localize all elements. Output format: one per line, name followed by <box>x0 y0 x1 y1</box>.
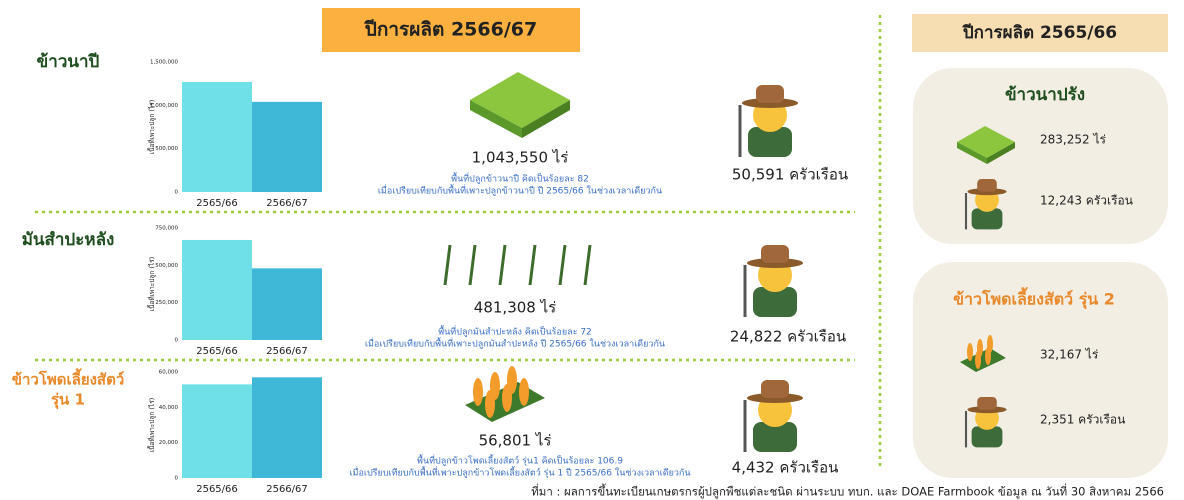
y-tick-label: 750,000 <box>155 226 178 232</box>
card-title: ข้าวนาปรัง <box>1005 85 1085 105</box>
y-axis-label: เนื้อที่เพาะปลูก (ไร่) <box>147 100 156 154</box>
y-tick-label: 0 <box>175 190 179 196</box>
y-tick-label: 1,500,000 <box>150 60 178 66</box>
area: 32,167 ไร่ <box>1040 348 1099 362</box>
y-axis-label: เนื้อที่เพาะปลูก (ไร่) <box>147 398 156 452</box>
rice-field-icon <box>957 126 1015 164</box>
rice-field-icon <box>470 72 570 138</box>
corn-icon <box>465 366 545 422</box>
bar <box>182 384 252 478</box>
farmer-icon <box>743 380 803 452</box>
bar <box>252 268 322 340</box>
note: เมื่อเปรียบเทียบกับพื้นที่เพาะปลูกมันสำป… <box>365 337 665 350</box>
households: 50,591 ครัวเรือน <box>732 166 848 184</box>
corn-icon <box>960 335 1006 372</box>
note: พื้นที่ปลูกข้าวนาปี คิดเป็นร้อยละ 82 <box>451 172 589 185</box>
bar <box>252 377 322 478</box>
header-current: ปีการผลิต 2566/67 <box>364 19 537 41</box>
bar <box>182 239 252 340</box>
farmer-icon <box>738 85 798 157</box>
y-tick-label: 1,000,000 <box>150 103 178 109</box>
y-tick-label: 0 <box>175 338 179 344</box>
row-name: ข้าวนาปี <box>37 51 100 72</box>
header-box <box>912 14 1168 52</box>
y-tick-label: 500,000 <box>155 146 178 152</box>
y-tick-label: 500,000 <box>155 263 178 269</box>
area: 481,308 ไร่ <box>474 299 556 317</box>
note: เมื่อเปรียบเทียบกับพื้นที่เพาะปลูกข้าวโพ… <box>349 466 690 479</box>
separators <box>35 15 882 470</box>
row-name: ข้าวโพดเลี้ยงสัตว์ <box>12 368 125 389</box>
households: 12,243 ครัวเรือน <box>1040 194 1133 208</box>
area: 283,252 ไร่ <box>1040 133 1106 147</box>
bar <box>252 101 322 192</box>
farmer-icon <box>743 245 803 317</box>
x-tick-label: 2565/66 <box>196 484 238 495</box>
card-title: ข้าวโพดเลี้ยงสัตว์ รุ่น 2 <box>953 287 1115 310</box>
x-tick-label: 2565/66 <box>196 346 238 357</box>
note: พื้นที่ปลูกข้าวโพดเลี้ยงสัตว์ รุ่น1 คิดเ… <box>417 454 623 467</box>
y-tick-label: 0 <box>175 476 179 482</box>
y-tick-label: 20,000 <box>159 440 179 446</box>
bar <box>182 81 252 192</box>
x-tick-label: 2566/67 <box>266 198 308 209</box>
farmer-icon <box>964 179 1007 230</box>
header-box <box>322 8 580 52</box>
x-tick-label: 2566/67 <box>266 346 308 357</box>
households: 2,351 ครัวเรือน <box>1040 413 1125 427</box>
households: 4,432 ครัวเรือน <box>732 459 839 477</box>
farmer-icon <box>964 397 1007 448</box>
x-tick-label: 2565/66 <box>196 198 238 209</box>
x-tick-label: 2566/67 <box>266 484 308 495</box>
y-tick-label: 40,000 <box>159 405 179 411</box>
row-name: รุ่น 1 <box>51 391 85 410</box>
cassava-icon <box>443 244 592 286</box>
row-name: มันสำปะหลัง <box>22 230 115 250</box>
y-tick-label: 60,000 <box>159 370 179 376</box>
note: พื้นที่ปลูกมันสำปะหลัง คิดเป็นร้อยละ 72 <box>438 325 592 338</box>
y-axis-label: เนื้อที่เพาะปลูก (ไร่) <box>147 257 156 311</box>
households: 24,822 ครัวเรือน <box>730 328 846 346</box>
header-previous: ปีการผลิต 2565/66 <box>962 22 1117 43</box>
area: 1,043,550 ไร่ <box>472 149 569 167</box>
y-tick-label: 250,000 <box>155 300 178 306</box>
note: เมื่อเปรียบเทียบกับพื้นที่เพาะปลูกข้าวนา… <box>378 184 662 197</box>
source: ที่มา : ผลการขึ้นทะเบียนเกษตรกรผู้ปลูกพื… <box>531 484 1164 499</box>
area: 56,801 ไร่ <box>479 432 552 450</box>
